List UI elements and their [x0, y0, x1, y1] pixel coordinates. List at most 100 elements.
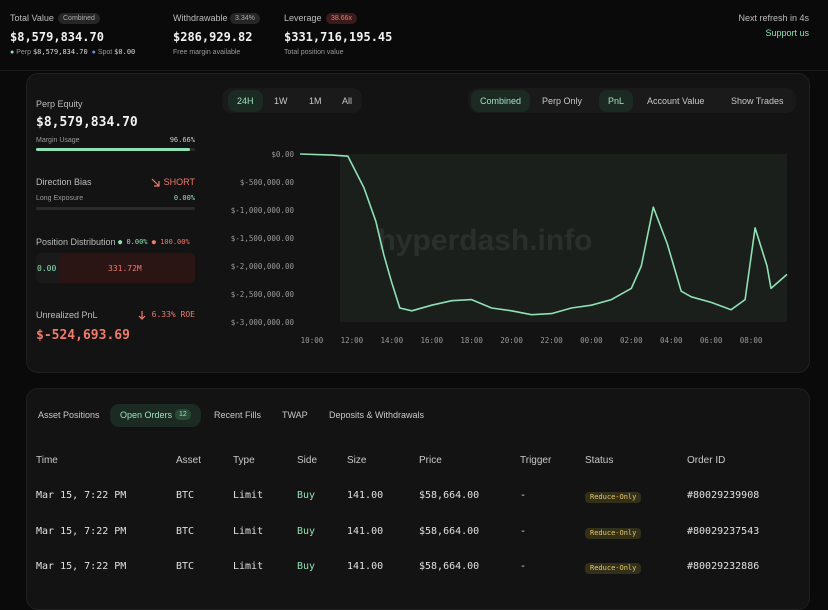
tab[interactable]: Recent Fills: [214, 410, 262, 420]
value: $331,716,195.45: [284, 30, 393, 44]
label: Direction Bias: [36, 177, 92, 187]
bar-track: [36, 207, 195, 210]
range-button[interactable]: 1M: [309, 96, 322, 106]
toggle-button[interactable]: PnL: [599, 90, 634, 112]
bar-track: [36, 148, 195, 151]
down-arrow-icon: [151, 178, 160, 187]
watermark: hyperdash.info: [377, 224, 592, 257]
label: Withdrawable: [173, 13, 228, 23]
label: Leverage: [284, 13, 322, 23]
note: Total position value: [284, 49, 344, 56]
tab[interactable]: TWAP: [282, 410, 308, 420]
label: Unrealized PnL: [36, 310, 98, 320]
status-badge: Reduce-Only: [585, 492, 642, 503]
tab[interactable]: Asset Positions: [38, 410, 100, 420]
cell: Limit: [233, 490, 264, 501]
cell: BTC: [176, 525, 195, 537]
label: Total Value: [10, 13, 54, 23]
distribution-bar: [36, 253, 195, 283]
cell: Limit: [233, 525, 264, 537]
plot-shade: [340, 154, 787, 322]
y-tick-label: $-3,000,000.00: [231, 318, 295, 327]
column-header: Size: [347, 455, 367, 466]
cell: 141.00: [347, 525, 384, 537]
y-tick-label: $-2,000,000.00: [231, 262, 295, 271]
x-tick-label: 16:00: [420, 336, 443, 345]
cell: Mar 15, 7:22 PM: [36, 490, 127, 501]
toggle-button[interactable]: Account Value: [647, 96, 705, 106]
support-link[interactable]: Support us: [765, 28, 809, 38]
label: Perp Equity: [36, 99, 83, 109]
badge: Combined: [58, 13, 100, 24]
badge: 38.66x: [326, 13, 358, 24]
value: SHORT: [163, 177, 195, 187]
cell: $58,664.00: [419, 525, 480, 537]
value: $8,579,834.70: [36, 115, 138, 130]
column-header: Asset: [176, 455, 202, 466]
long: 0.00%: [126, 238, 148, 246]
x-tick-label: 18:00: [460, 336, 483, 345]
label: Perp: [16, 49, 31, 56]
divider: [0, 70, 828, 71]
x-tick-label: 22:00: [540, 336, 563, 345]
status-badge: Reduce-Only: [585, 563, 642, 574]
short-value: 331.72M: [108, 264, 142, 273]
x-tick-label: 14:00: [381, 336, 404, 345]
refresh: Next refresh in 4s: [738, 13, 809, 23]
cell: BTC: [176, 561, 195, 572]
x-tick-label: 06:00: [700, 336, 723, 345]
roe: 6.33% ROE: [151, 310, 195, 319]
x-tick-label: 02:00: [620, 336, 643, 345]
cell: 141.00: [347, 561, 384, 572]
range-button[interactable]: All: [342, 96, 353, 106]
cell: Buy: [297, 490, 316, 501]
chart: $0.00 $-500,000.00 $-1,000,000.00 $-1,500,0…: [231, 150, 788, 345]
cell: Buy: [297, 561, 316, 572]
cell: Mar 15, 7:22 PM: [36, 525, 127, 537]
cell: #80029237543: [687, 525, 760, 537]
short-fill: [60, 253, 195, 283]
cell: #80029239908: [687, 490, 760, 501]
tab[interactable]: Deposits & Withdrawals: [329, 410, 425, 420]
cell: #80029232886: [687, 561, 760, 572]
x-tick-label: 12:00: [341, 336, 364, 345]
cell: BTC: [176, 490, 195, 501]
y-tick-label: $-500,000.00: [240, 178, 295, 187]
column-header: Trigger: [520, 455, 552, 466]
perp-row: ● Perp $8,579,834.70 ● Spot $0.00: [10, 48, 136, 57]
cell: $58,664.00: [419, 561, 480, 572]
toggle-button[interactable]: Perp Only: [542, 96, 583, 106]
x-tick-label: 20:00: [500, 336, 523, 345]
column-header: Order ID: [687, 455, 726, 466]
range-button[interactable]: 24H: [228, 90, 263, 112]
x-tick-label: 08:00: [740, 336, 763, 345]
status-badge: Reduce-Only: [585, 527, 642, 539]
long-value: 0.00: [37, 264, 57, 273]
value: $0.00: [114, 48, 136, 56]
label: Long Exposure: [36, 195, 84, 202]
toggle-button[interactable]: Combined: [471, 90, 531, 112]
column-header: Type: [233, 455, 255, 466]
count-badge: 12: [175, 409, 191, 420]
y-tick-label: $-1,000,000.00: [231, 206, 295, 215]
page: Total Value Combined $8,579,834.70 ● Per…: [0, 13, 828, 610]
value: $8,579,834.70: [10, 30, 104, 44]
x-tick-label: 00:00: [580, 336, 603, 345]
cell: -: [520, 561, 527, 572]
column-header: Time: [36, 455, 58, 466]
label: Position Distribution: [36, 237, 116, 247]
value: $-524,693.69: [36, 328, 130, 343]
value: 96.66%: [169, 136, 195, 144]
range-button[interactable]: 1W: [274, 96, 288, 106]
tab[interactable]: Open Orders: [120, 410, 173, 420]
down-arrow-icon: [138, 311, 146, 320]
x-tick-label: 10:00: [301, 336, 324, 345]
y-tick-label: $-2,500,000.00: [231, 290, 295, 299]
value: $8,579,834.70: [32, 48, 88, 56]
cell: -: [520, 525, 527, 537]
toggle-button[interactable]: Show Trades: [731, 96, 784, 106]
cell: 141.00: [347, 490, 384, 501]
label: Spot: [97, 49, 113, 56]
badge: 3.34%: [230, 13, 260, 24]
y-tick-label: $0.00: [271, 150, 294, 159]
